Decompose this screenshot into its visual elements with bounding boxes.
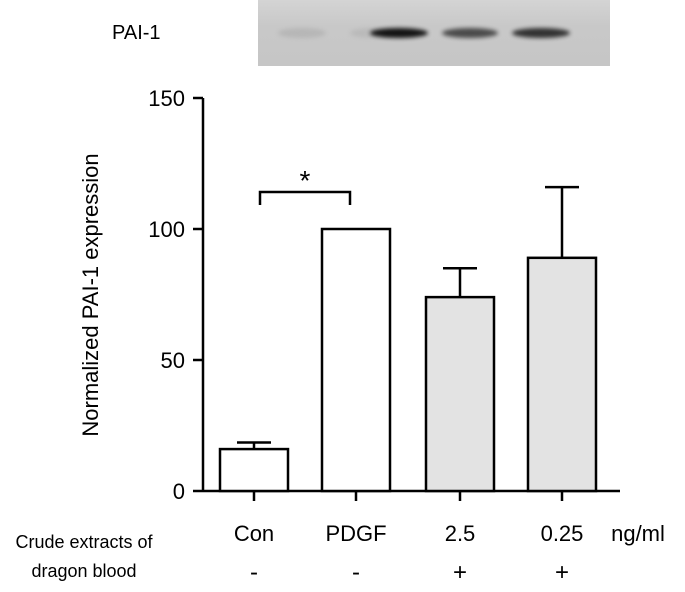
blot-band-4 (442, 28, 498, 38)
treatment-sign: - (352, 559, 360, 586)
blot-image (258, 0, 610, 66)
x-tick-label: Con (234, 521, 274, 546)
treatment-sign: + (453, 559, 467, 586)
x-tick-label: 0.25 (541, 521, 584, 546)
y-tick-label: 150 (148, 86, 185, 111)
unit-label: ng/ml (611, 521, 665, 546)
y-tick-label: 0 (173, 479, 185, 504)
treatment-label-line2: dragon blood (31, 561, 136, 581)
significance-bracket (258, 190, 352, 205)
blot-band-1 (278, 28, 326, 38)
treatment-sign: + (555, 559, 569, 586)
blot-band-3 (370, 28, 428, 38)
significance-label: * (300, 165, 311, 196)
y-axis-label: Normalized PAI-1 expression (78, 153, 103, 436)
x-tick-label: PDGF (325, 521, 386, 546)
bar-PDGF (320, 227, 392, 493)
chart-labels: 0 50 100 150 Normalized PAI-1 expression Con P… (15, 86, 664, 586)
bar-0.25 (526, 256, 598, 493)
blot-band-5 (512, 28, 570, 38)
x-tick-label: 2.5 (445, 521, 476, 546)
blot-label: PAI-1 (112, 22, 161, 44)
treatment-sign: - (250, 559, 258, 586)
treatment-label-line1: Crude extracts of (15, 532, 153, 552)
bar-Con (218, 447, 290, 493)
y-tick-label: 100 (148, 217, 185, 242)
chart-bars (218, 185, 598, 493)
y-tick-label: 50 (161, 348, 185, 373)
bar-2.5 (424, 295, 496, 493)
